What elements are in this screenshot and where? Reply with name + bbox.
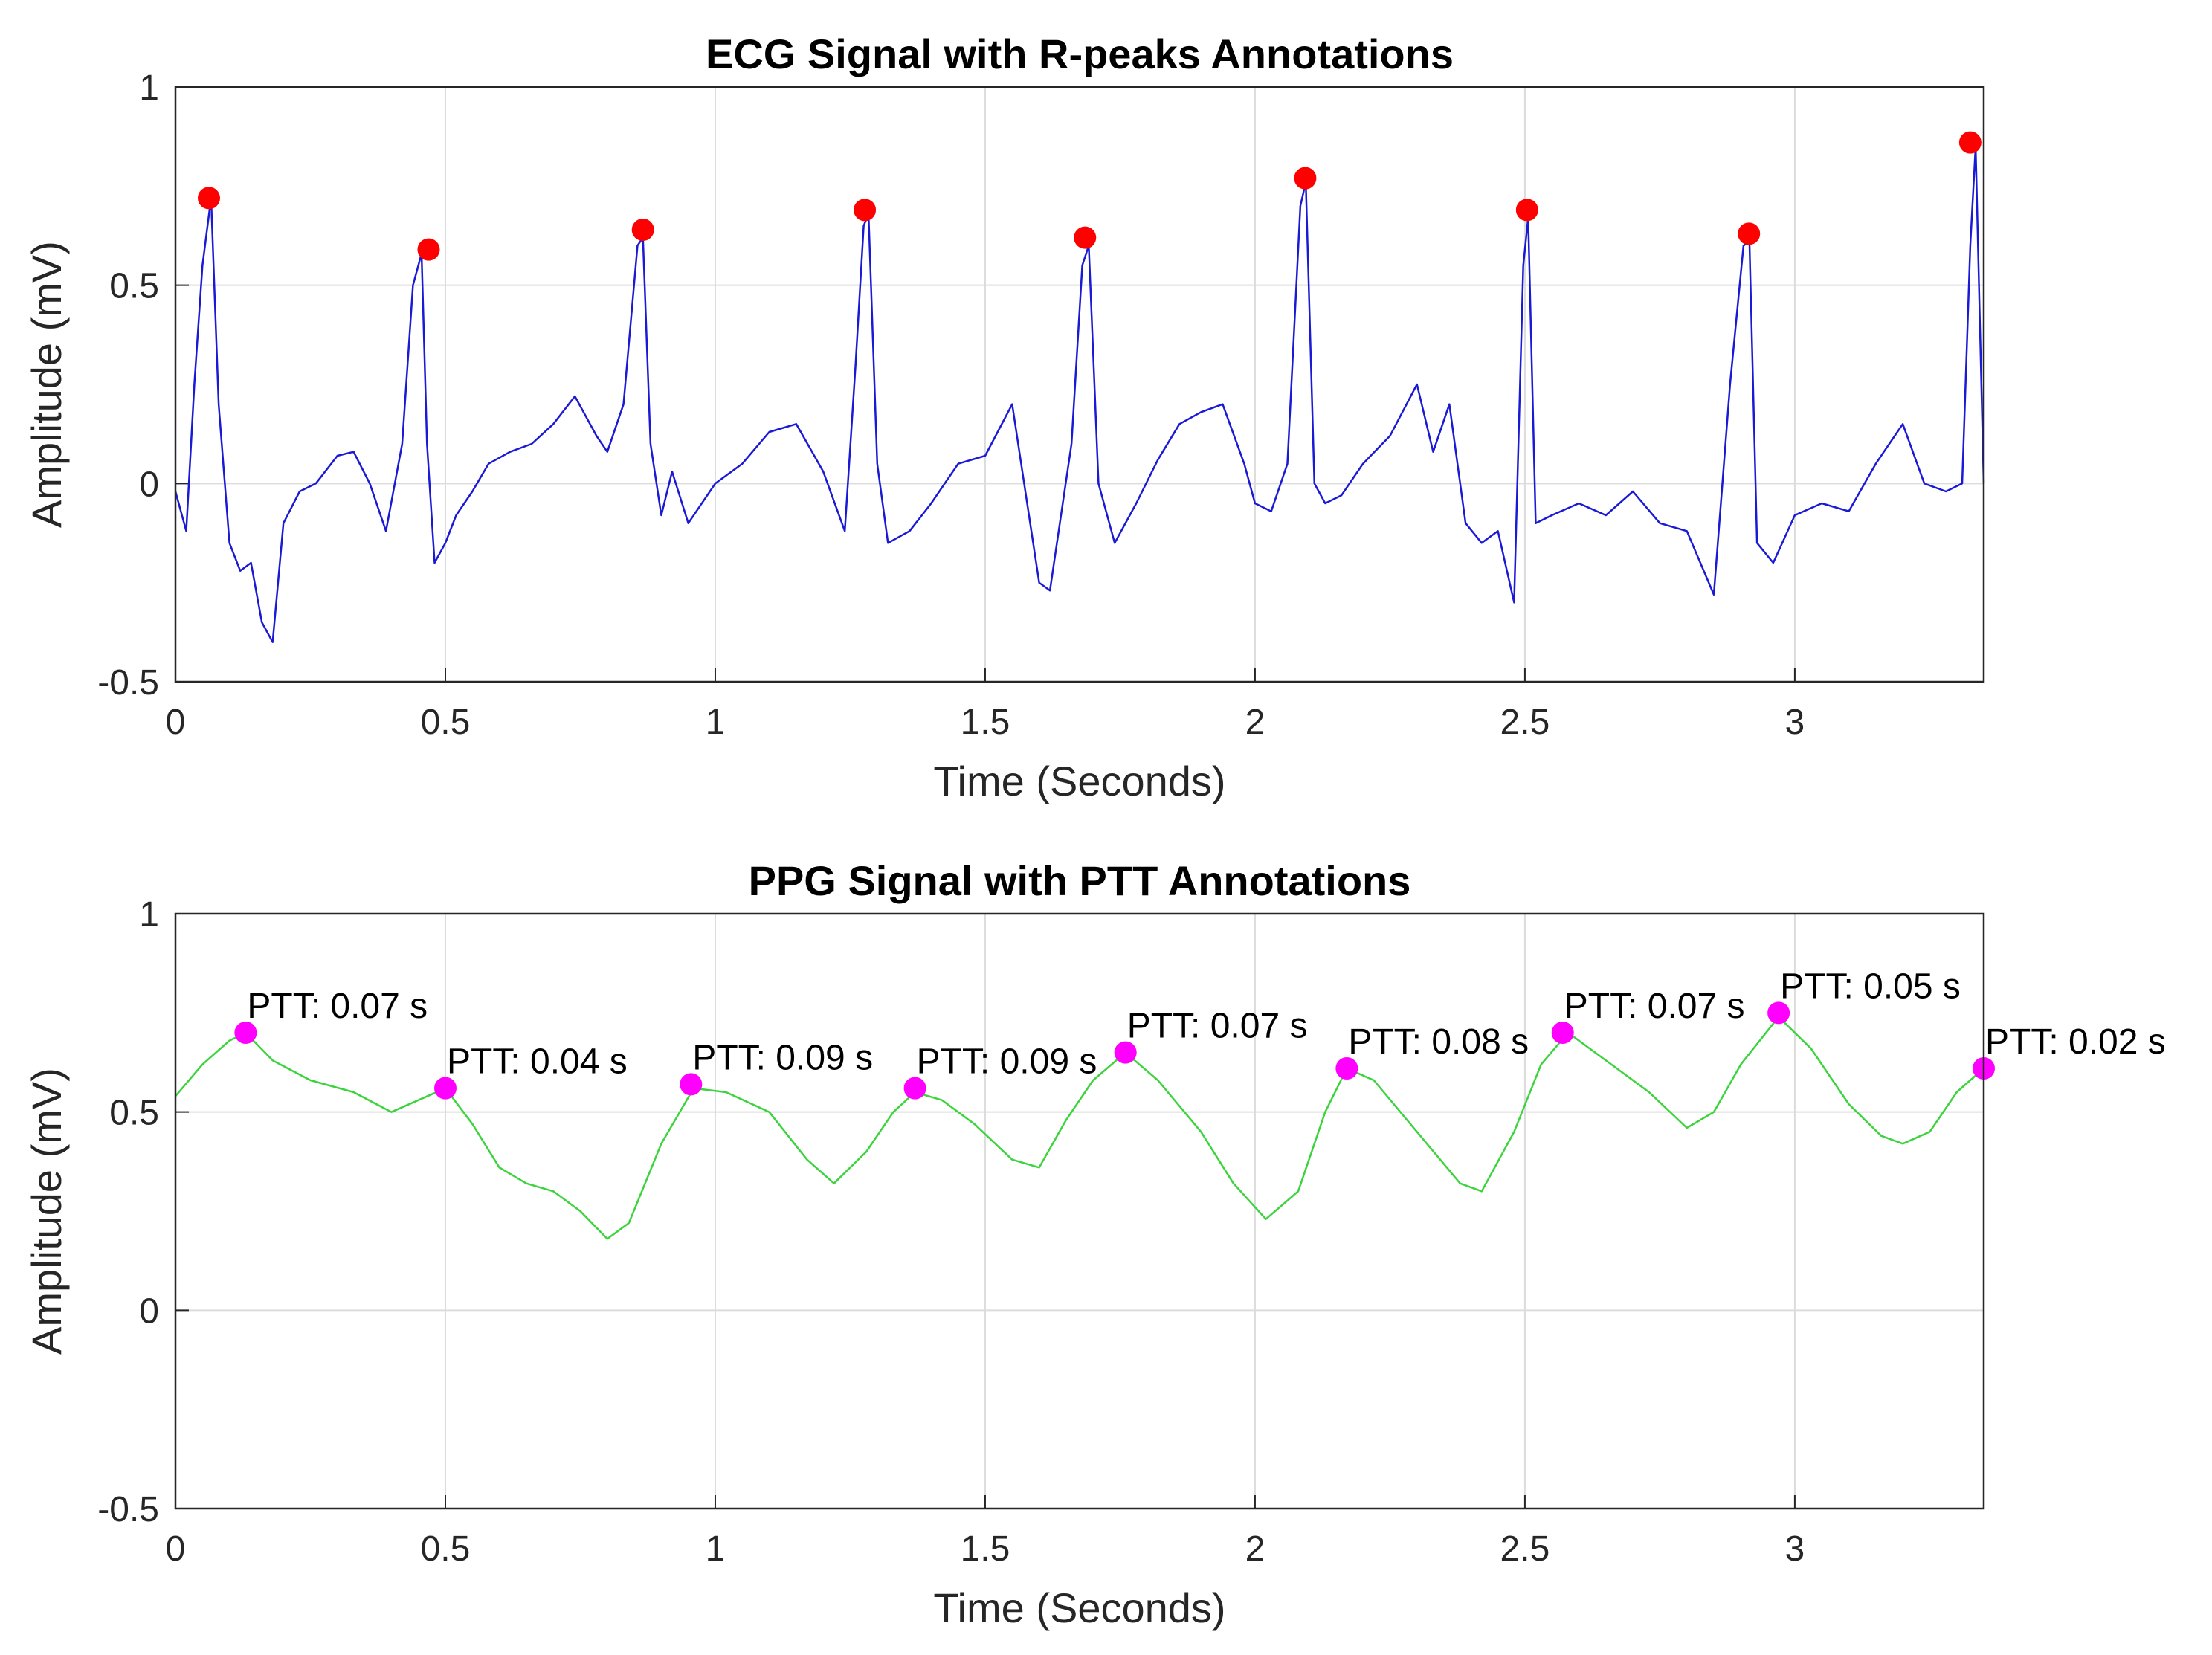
ppg-y-tick-label: 0 bbox=[139, 1291, 159, 1331]
ppg-marker-point bbox=[433, 1077, 457, 1100]
ecg-x-tick-label: 0 bbox=[166, 703, 186, 742]
ecg-x-tick-label: 1 bbox=[706, 703, 726, 742]
ptt-annotation-label: PTT: 0.08 s bbox=[1348, 1022, 1529, 1062]
ppg-x-tick-label: 1.5 bbox=[961, 1529, 1010, 1569]
ppg-title: PPG Signal with PTT Annotations bbox=[749, 857, 1411, 904]
ecg-x-tick-label: 2 bbox=[1245, 703, 1265, 742]
ecg-marker-point bbox=[631, 219, 654, 241]
ecg-x-tick-label: 1.5 bbox=[961, 703, 1010, 742]
ecg-subplot: 0 0.5 1 1.5 2 2.5 3 -0.500.51 ECG Signal with … bbox=[23, 30, 1985, 804]
ppg-ptt-markers: PTT: 0.07 s PTT: 0.04 s PTT: 0.09 s PTT: 0.… bbox=[234, 967, 2166, 1100]
ecg-y-axis-label: Amplitude (mV) bbox=[23, 241, 70, 528]
ppg-x-tick-label: 1 bbox=[706, 1529, 726, 1569]
ptt-annotation-label: PTT: 0.07 s bbox=[1127, 1007, 1308, 1046]
ecg-axes-box bbox=[175, 87, 1984, 682]
ppg-y-tick-label: 1 bbox=[139, 895, 159, 935]
ecg-x-tick-label: 0.5 bbox=[421, 703, 471, 742]
ecg-axes-frame bbox=[174, 86, 1985, 683]
ppg-x-tick-label: 0.5 bbox=[421, 1529, 471, 1569]
ppg-marker-point bbox=[1335, 1057, 1358, 1080]
ptt-annotation-label: PTT: 0.05 s bbox=[1780, 967, 1961, 1006]
ppg-y-tick-label: -0.5 bbox=[97, 1490, 159, 1529]
ppg-marker-point bbox=[680, 1073, 703, 1096]
ecg-y-tick-label: 0 bbox=[139, 465, 159, 504]
ppg-marker-point bbox=[1114, 1041, 1137, 1064]
ptt-annotation-label: PTT: 0.09 s bbox=[692, 1038, 873, 1077]
ppg-x-tick-label: 3 bbox=[1785, 1529, 1805, 1569]
ecg-title: ECG Signal with R-peaks Annotations bbox=[706, 30, 1454, 77]
ppg-subplot: PTT: 0.07 s PTT: 0.04 s PTT: 0.09 s PTT: 0.… bbox=[23, 857, 2166, 1631]
ecg-y-tick-labels: -0.5 0 0.5 1 bbox=[97, 68, 159, 703]
ppg-y-tick-labels: -0.5 0 0.5 1 bbox=[97, 895, 159, 1529]
ppg-y-tick-label: 0.5 bbox=[109, 1094, 159, 1133]
ecg-marker-point bbox=[1958, 131, 1982, 154]
ecg-marker-point bbox=[1294, 167, 1317, 190]
ecg-x-axis-label: Time (Seconds) bbox=[933, 758, 1225, 804]
ppg-x-tick-label: 0 bbox=[166, 1529, 186, 1569]
ptt-annotation-label: PTT: 0.09 s bbox=[917, 1042, 1097, 1082]
ecg-y-tick-label: 1 bbox=[139, 68, 159, 108]
ptt-annotation-label: PTT: 0.02 s bbox=[1985, 1022, 2166, 1062]
ecg-marker-point bbox=[198, 187, 221, 210]
ppg-marker-point bbox=[1767, 1001, 1790, 1025]
ppg-y-axis-label: Amplitude (mV) bbox=[23, 1068, 70, 1355]
ecg-r-peak-markers bbox=[198, 131, 1982, 261]
ppg-marker-point bbox=[234, 1022, 257, 1044]
ecg-y-tick-label: 0.5 bbox=[109, 267, 159, 306]
ptt-annotation-label: PTT: 0.07 s bbox=[247, 987, 428, 1026]
ecg-x-tick-label: 2.5 bbox=[1500, 703, 1550, 742]
ppg-x-tick-label: 2 bbox=[1245, 1529, 1265, 1569]
ppg-x-axis-label: Time (Seconds) bbox=[933, 1584, 1225, 1631]
ecg-y-tick-label: -0.5 bbox=[97, 663, 159, 703]
ptt-annotation-label: PTT: 0.07 s bbox=[1564, 987, 1745, 1026]
ecg-marker-point bbox=[1515, 199, 1538, 222]
ppg-x-tick-labels: 0 0.5 1 1.5 2 2.5 3 bbox=[166, 1529, 1805, 1569]
ecg-marker-point bbox=[1074, 226, 1097, 249]
ecg-x-tick-label: 3 bbox=[1785, 703, 1805, 742]
ptt-annotation-label: PTT: 0.04 s bbox=[447, 1042, 628, 1082]
ppg-axes-box bbox=[175, 914, 1984, 1509]
ppg-x-tick-label: 2.5 bbox=[1500, 1529, 1550, 1569]
ecg-signal-line bbox=[174, 145, 1985, 643]
ppg-axes-frame bbox=[174, 912, 1985, 1510]
ecg-marker-point bbox=[1738, 222, 1761, 245]
ecg-marker-point bbox=[854, 199, 877, 222]
ecg-x-tick-labels: 0 0.5 1 1.5 2 2.5 3 bbox=[166, 703, 1805, 742]
ppg-marker-point bbox=[903, 1077, 926, 1100]
ppg-signal-line bbox=[175, 1016, 1984, 1240]
ppg-marker-point bbox=[1551, 1022, 1574, 1044]
ecg-marker-point bbox=[417, 238, 440, 261]
